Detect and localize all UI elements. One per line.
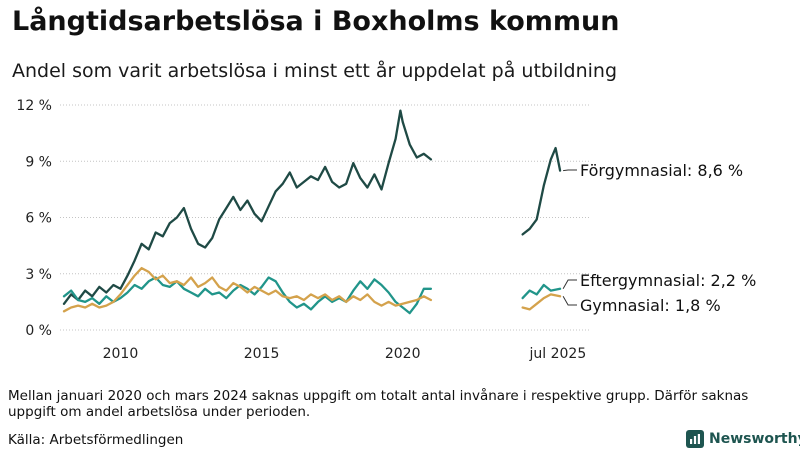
y-tick-label: 12 % bbox=[16, 98, 52, 114]
leader-line-gymnasial bbox=[562, 296, 577, 306]
series-line-gymnasial bbox=[521, 293, 562, 311]
y-tick-label: 3 % bbox=[25, 267, 52, 283]
series-layer bbox=[62, 109, 562, 315]
brand-logo: Newsworthy bbox=[686, 429, 800, 449]
x-tick-label: 2015 bbox=[244, 346, 280, 362]
series-line-forgymnasial bbox=[521, 146, 562, 236]
x-tick-label: 2020 bbox=[385, 346, 421, 362]
leader-line-forgymnasial bbox=[563, 169, 577, 172]
line-chart: 0 % 3 % 6 % 9 % 12 % 2010 2015 2020 jul 2025 Fö… bbox=[16, 98, 756, 362]
series-labels: Förgymnasial: 8,6 % Eftergymnasial: 2,2 %… bbox=[562, 161, 756, 315]
newsworthy-logo-icon bbox=[686, 430, 704, 448]
series-line-eftergymnasial bbox=[521, 283, 562, 300]
brand-name: Newsworthy bbox=[709, 431, 800, 447]
chart-title: Långtidsarbetslösa i Boxholms kommun bbox=[12, 6, 620, 37]
series-line-gymnasial bbox=[62, 266, 433, 313]
x-axis-ticks: 2010 2015 2020 jul 2025 bbox=[103, 346, 587, 362]
x-tick-label: 2010 bbox=[103, 346, 139, 362]
series-label-forgymnasial: Förgymnasial: 8,6 % bbox=[580, 161, 743, 180]
chart-subtitle: Andel som varit arbetslösa i minst ett å… bbox=[12, 60, 618, 82]
y-axis-ticks: 0 % 3 % 6 % 9 % 12 % bbox=[16, 98, 52, 339]
grid-layer bbox=[60, 104, 590, 331]
series-line-eftergymnasial bbox=[62, 276, 433, 315]
footnote: Mellan januari 2020 och mars 2024 saknas… bbox=[8, 388, 749, 420]
series-label-gymnasial: Gymnasial: 1,8 % bbox=[580, 296, 721, 315]
y-tick-label: 9 % bbox=[25, 154, 52, 170]
source-note: Källa: Arbetsförmedlingen bbox=[8, 432, 184, 448]
series-label-eftergymnasial: Eftergymnasial: 2,2 % bbox=[580, 271, 756, 290]
leader-line-eftergymnasial bbox=[562, 279, 577, 290]
y-tick-label: 6 % bbox=[25, 211, 52, 227]
y-tick-label: 0 % bbox=[25, 323, 52, 339]
series-line-forgymnasial bbox=[62, 109, 433, 305]
x-tick-label: jul 2025 bbox=[529, 346, 587, 362]
